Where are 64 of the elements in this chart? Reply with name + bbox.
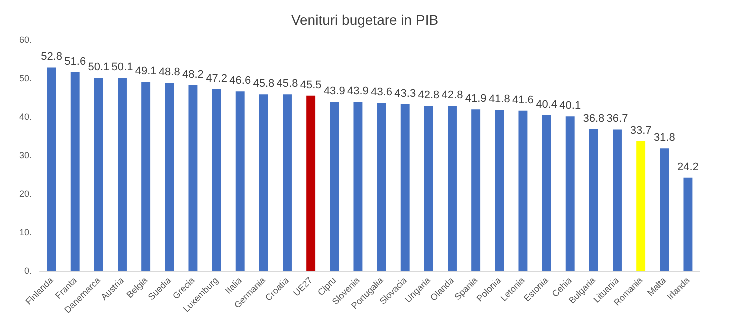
data-label: 24.2 <box>678 161 699 174</box>
bar <box>236 92 245 271</box>
data-label: 43.9 <box>348 85 369 98</box>
bar <box>472 110 481 271</box>
bar <box>94 78 104 271</box>
data-label: 41.8 <box>488 94 510 106</box>
bar <box>424 106 434 271</box>
bar <box>448 106 457 271</box>
data-label: 42.8 <box>418 90 440 102</box>
bar <box>212 89 222 271</box>
y-tick-label: 60. <box>19 35 32 45</box>
y-tick-label: 30. <box>19 150 32 160</box>
data-label: 41.9 <box>465 93 487 106</box>
bar <box>495 110 504 271</box>
bar <box>613 130 622 271</box>
bar <box>684 178 693 271</box>
bar <box>142 82 151 271</box>
bar <box>400 104 410 271</box>
data-label: 49.1 <box>135 65 157 78</box>
data-label: 36.7 <box>606 113 628 126</box>
bar <box>518 110 528 271</box>
data-label: 45.8 <box>253 78 275 90</box>
bar <box>283 94 292 271</box>
y-tick-label: 0. <box>24 266 32 276</box>
data-label: 50.1 <box>88 62 110 74</box>
bar <box>330 102 340 271</box>
data-label: 42.8 <box>442 90 464 102</box>
bar <box>47 68 56 271</box>
data-label: 31.8 <box>654 132 676 144</box>
data-label: 52.8 <box>41 51 62 64</box>
bar <box>566 116 575 271</box>
y-tick-label: 10. <box>19 228 32 238</box>
bar <box>306 96 316 271</box>
data-label: 47.2 <box>206 72 228 85</box>
bar <box>589 129 598 271</box>
data-label: 46.6 <box>230 75 252 88</box>
y-tick-label: 20. <box>19 189 32 199</box>
data-label: 48.8 <box>158 66 180 79</box>
data-label: 45.5 <box>300 79 322 92</box>
data-label: 45.8 <box>276 78 298 90</box>
bar <box>542 115 552 271</box>
data-label: 50.1 <box>112 62 134 74</box>
data-label: 36.8 <box>583 112 605 125</box>
data-label: 48.2 <box>182 68 204 81</box>
bar <box>660 148 670 271</box>
bar <box>70 72 80 271</box>
data-label: 33.7 <box>630 124 652 137</box>
bar <box>377 103 386 271</box>
bar <box>188 85 198 271</box>
data-label: 51.6 <box>64 56 86 68</box>
data-label: 43.9 <box>324 85 346 98</box>
data-label: 43.3 <box>394 88 416 100</box>
data-label: 43.6 <box>371 86 392 99</box>
data-label: 40.4 <box>536 98 558 111</box>
bar <box>636 141 646 271</box>
data-label: 41.6 <box>512 94 534 106</box>
chart-title: Venituri bugetare in PIB <box>291 12 439 28</box>
bar <box>259 94 268 271</box>
bar <box>354 102 363 271</box>
y-tick-label: 50. <box>19 74 32 84</box>
y-tick-label: 40. <box>19 112 32 122</box>
bar <box>165 83 174 271</box>
data-label: 40.1 <box>560 100 582 112</box>
bar <box>118 78 127 271</box>
